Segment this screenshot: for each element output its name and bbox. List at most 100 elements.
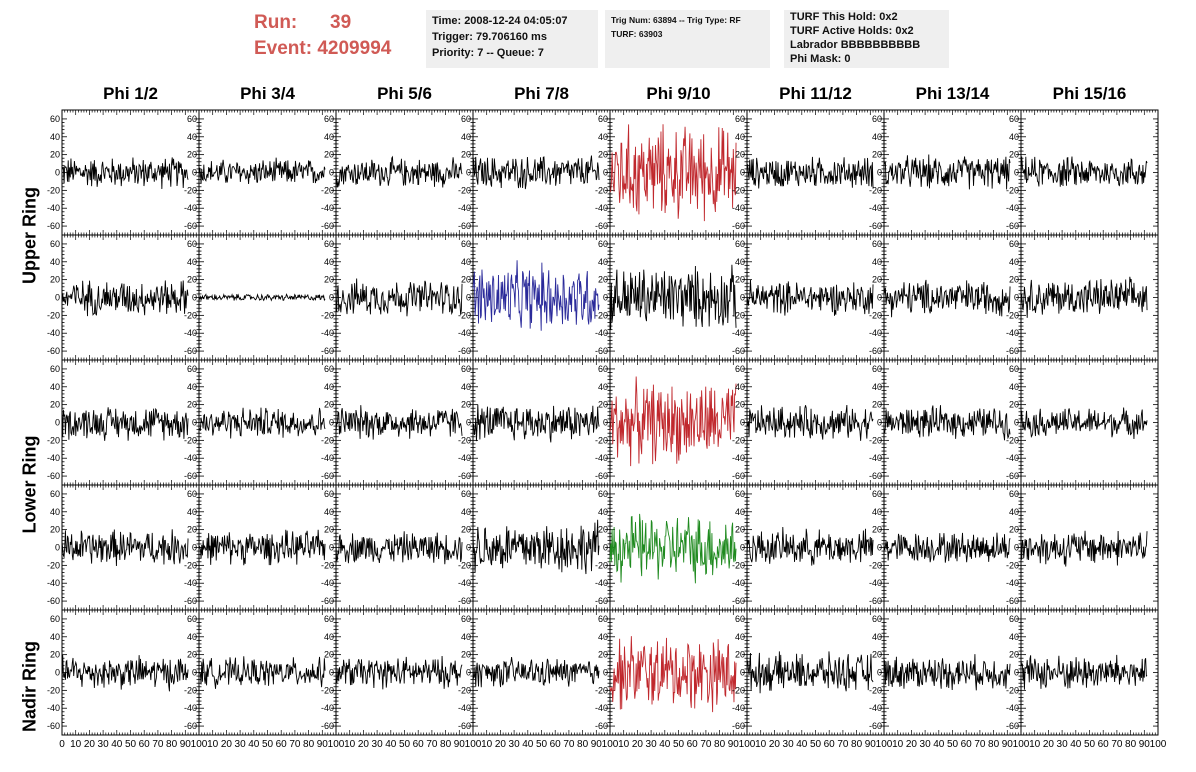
ytick-label-2-7: 60 (1009, 364, 1019, 374)
panel-frame-2-5 (746, 359, 885, 486)
ytick-label-2-0: -60 (47, 471, 60, 481)
ytick-label-1-2: 60 (324, 239, 334, 249)
ytick-label-2-0: -40 (47, 453, 60, 463)
ytick-label-2-5: -40 (732, 453, 745, 463)
col-header-7: Phi 13/14 (915, 84, 990, 103)
col-header-1: Phi 1/2 (103, 84, 158, 103)
ytick-label-2-1: -20 (184, 435, 197, 445)
ytick-label-3-3: -20 (458, 560, 471, 570)
ytick-label-3-2: -40 (321, 578, 334, 588)
ytick-label-0-6: 0 (877, 168, 882, 178)
ytick-label-2-1: 60 (187, 364, 197, 374)
ytick-label-1-0: 20 (50, 275, 60, 285)
ytick-label-3-4: -40 (595, 578, 608, 588)
ytick-label-3-3: 40 (461, 507, 471, 517)
info-labrador: Labrador BBBBBBBBBB (790, 39, 921, 51)
ytick-label-2-2: -40 (321, 453, 334, 463)
ytick-label-3-2: 40 (324, 507, 334, 517)
ytick-label-0-4: 20 (598, 150, 608, 160)
ytick-label-0-7: 40 (1009, 132, 1019, 142)
ytick-label-1-6: -40 (869, 328, 882, 338)
panel-frame-2-4 (609, 359, 748, 486)
ytick-label-0-0: 40 (50, 132, 60, 142)
ytick-label-1-2: -20 (321, 310, 334, 320)
ytick-label-3-1: -60 (184, 596, 197, 606)
ytick-label-3-4: 0 (603, 543, 608, 553)
ytick-label-1-0: -20 (47, 310, 60, 320)
ytick-label-1-0: 0 (55, 293, 60, 303)
ytick-label-2-2: 40 (324, 382, 334, 392)
ytick-label-1-2: 0 (329, 293, 334, 303)
info-priority: Priority: 7 -- Queue: 7 (432, 47, 544, 59)
event-value: 4209994 (317, 38, 392, 59)
waveform-trace-1-2 (335, 278, 463, 317)
waveform-trace-0-7 (1020, 156, 1148, 187)
ytick-label-0-2: 60 (324, 114, 334, 124)
ytick-label-0-5: 60 (735, 114, 745, 124)
ytick-label-2-7: -40 (1006, 453, 1019, 463)
column-headers: Phi 1/2 Phi 3/4 Phi 5/6 Phi 7/8 Phi 9/10… (0, 84, 1196, 108)
waveform-trace-1-7 (1020, 276, 1148, 318)
ytick-label-3-4: 20 (598, 525, 608, 535)
ytick-label-0-0: -40 (47, 203, 60, 213)
waveform-trace-0-3 (472, 155, 600, 190)
ytick-label-2-3: -20 (458, 435, 471, 445)
run-event-box: Run: 39 Event: 4209994 (254, 10, 391, 62)
ytick-label-2-2: 20 (324, 400, 334, 410)
run-label: Run: (254, 12, 298, 33)
ytick-label-3-2: -60 (321, 596, 334, 606)
ytick-label-1-0: -60 (47, 346, 60, 356)
ytick-label-1-4: -40 (595, 328, 608, 338)
ytick-label-1-0: 40 (50, 257, 60, 267)
ytick-label-0-4: 60 (598, 114, 608, 124)
ytick-label-1-1: -40 (184, 328, 197, 338)
ytick-label-0-5: 0 (740, 168, 745, 178)
waveform-trace-1-1 (198, 293, 326, 302)
ytick-label-1-3: -20 (458, 310, 471, 320)
col-header-8: Phi 15/16 (1052, 84, 1127, 103)
waveform-trace-2-6 (883, 405, 1011, 441)
ytick-label-1-6: 20 (872, 275, 882, 285)
col-header-5: Phi 9/10 (646, 84, 711, 103)
ytick-label-2-4: 60 (598, 364, 608, 374)
ytick-label-0-0: -20 (47, 185, 60, 195)
ytick-label-1-7: 0 (1014, 293, 1019, 303)
waveform-trace-3-3 (472, 519, 600, 575)
ytick-label-2-1: -40 (184, 453, 197, 463)
ytick-label-2-1: 0 (192, 418, 197, 428)
ytick-label-1-0: 60 (50, 239, 60, 249)
col-header-3: Phi 5/6 (377, 84, 432, 103)
run-value: 39 (330, 12, 352, 33)
ytick-label-0-2: -60 (321, 221, 334, 231)
ytick-label-0-1: -40 (184, 203, 197, 213)
ytick-label-3-1: -40 (184, 578, 197, 588)
ytick-label-2-0: 20 (50, 400, 60, 410)
ytick-label-1-6: -20 (869, 310, 882, 320)
info-time: Time: 2008-12-24 04:05:07 (432, 15, 568, 27)
ytick-label-2-3: 40 (461, 382, 471, 392)
ytick-label-1-7: 60 (1009, 239, 1019, 249)
waveform-trace-0-1 (198, 157, 326, 184)
waveform-trace-2-2 (335, 405, 463, 440)
ytick-label-0-3: 0 (466, 168, 471, 178)
ytick-label-3-3: -40 (458, 578, 471, 588)
ytick-label-3-0: -60 (47, 596, 60, 606)
ytick-label-2-7: 40 (1009, 382, 1019, 392)
ytick-label-0-0: 0 (55, 168, 60, 178)
ytick-label-3-0: 0 (55, 543, 60, 553)
ytick-label-0-7: 60 (1009, 114, 1019, 124)
ytick-label-1-1: 0 (192, 293, 197, 303)
ytick-label-3-0: -20 (47, 560, 60, 570)
waveform-trace-1-0 (61, 280, 189, 317)
ytick-label-0-7: 20 (1009, 150, 1019, 160)
ytick-label-2-2: -20 (321, 435, 334, 445)
ytick-label-0-1: 40 (187, 132, 197, 142)
ytick-label-2-5: 40 (735, 382, 745, 392)
ytick-label-0-2: -20 (321, 185, 334, 195)
ytick-label-2-6: 0 (877, 418, 882, 428)
ytick-label-0-3: -60 (458, 221, 471, 231)
ytick-label-2-4: -40 (595, 453, 608, 463)
ytick-label-0-2: -40 (321, 203, 334, 213)
ytick-label-0-2: 20 (324, 150, 334, 160)
